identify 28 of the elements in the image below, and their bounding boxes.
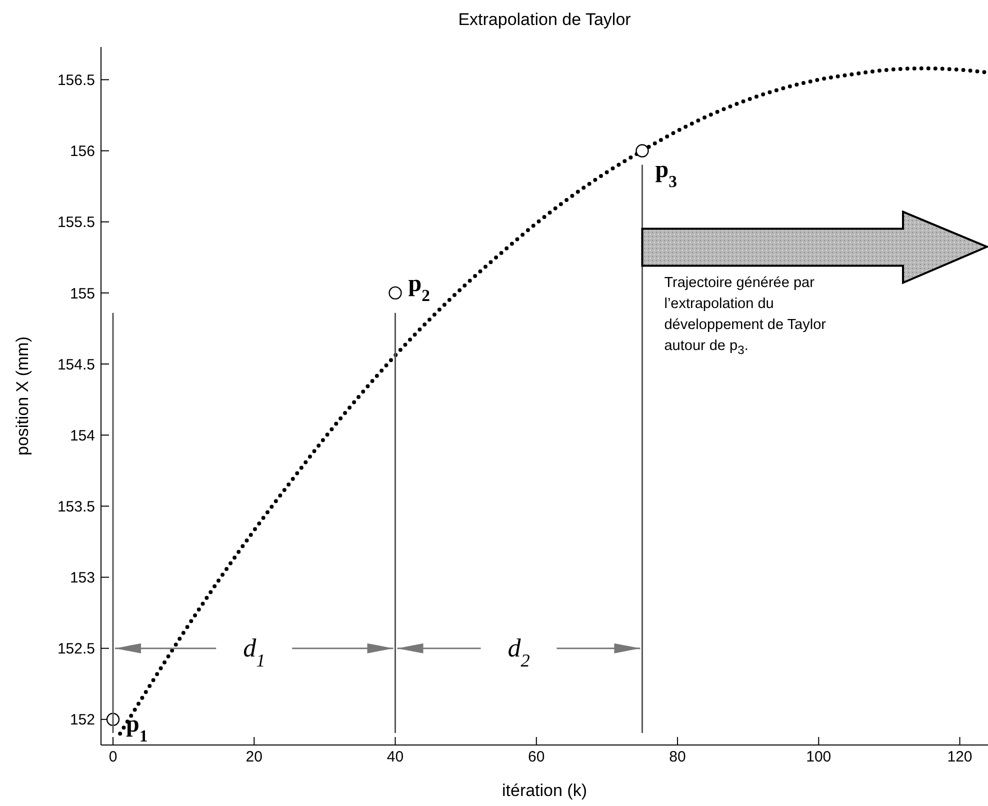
annotation: Trajectoire générée par l’extrapolation du développement de Taylor autour de p$_{3}$.	[664, 274, 827, 359]
annotation: d$_{1}$	[243, 633, 266, 670]
y-axis-title: position X (mm)	[13, 336, 32, 456]
y-tick-label: 152	[70, 712, 95, 729]
x-tick-label: 0	[108, 748, 118, 766]
y-tick-label: 154	[70, 427, 95, 444]
x-tick-label: 40	[386, 748, 404, 766]
point	[388, 286, 402, 300]
annotation: p$_{2}$	[408, 270, 430, 304]
x-tick-label: 80	[669, 748, 686, 766]
annotation: p$_{1}$	[126, 711, 148, 745]
y-tick-label: 153.5	[57, 498, 95, 516]
y-tick-label: 155.5	[57, 214, 95, 232]
y-tick-label: 156	[70, 143, 95, 160]
x-tick-label: 120	[947, 748, 972, 766]
y-tick-label: 156.5	[57, 72, 95, 90]
y-tick-label: 154.5	[57, 356, 95, 374]
annotation: d$_{2}$	[508, 633, 530, 670]
chart-title: Extrapolation de Taylor	[457, 10, 632, 30]
x-tick-label: 100	[806, 748, 832, 766]
x-axis-title: itération (k)	[502, 781, 588, 800]
y-tick-label: 152.5	[57, 640, 95, 658]
x-tick-label: 60	[528, 748, 545, 766]
annotation: p$_{3}$	[655, 156, 677, 190]
y-tick-label: 155	[70, 285, 95, 302]
point	[636, 144, 649, 158]
y-tick-label: 153	[70, 570, 95, 587]
x-tick-label: 20	[246, 748, 262, 766]
